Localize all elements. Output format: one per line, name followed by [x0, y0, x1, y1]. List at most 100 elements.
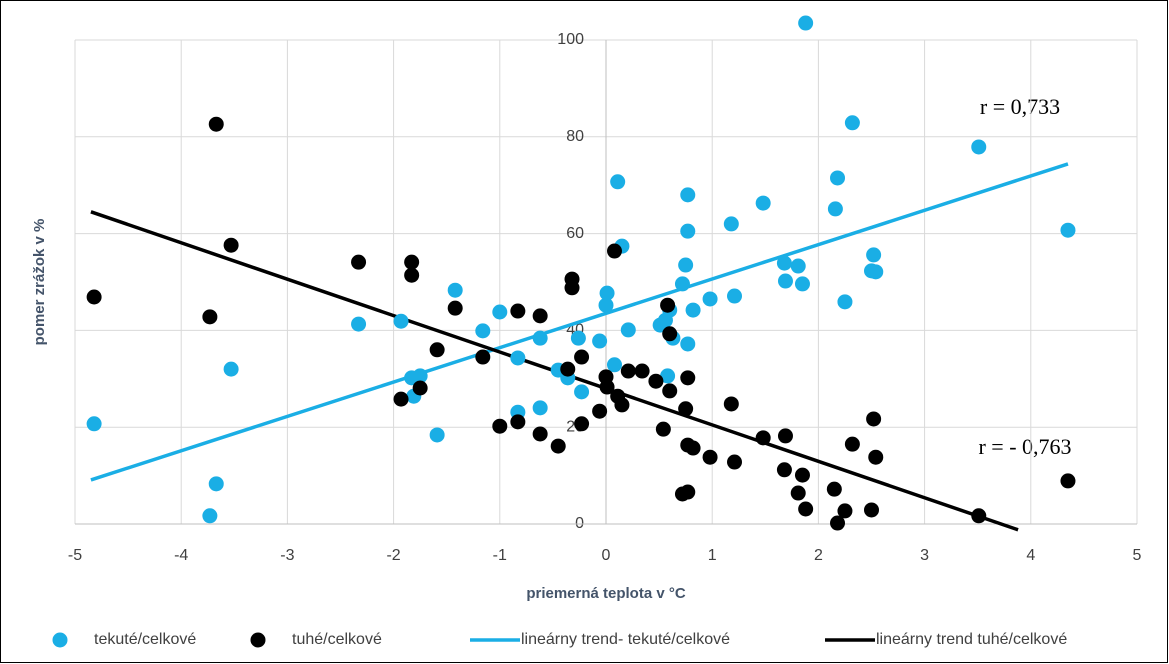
point: [971, 508, 987, 524]
point: [680, 223, 696, 239]
point: [727, 288, 743, 304]
point: [404, 254, 420, 270]
legend-label: tekuté/celkové: [94, 631, 196, 648]
point: [614, 397, 630, 413]
legend-label: lineárny trend- tekuté/celkové: [521, 631, 730, 648]
trend-line: [90, 162, 1069, 482]
point: [492, 304, 508, 320]
point: [86, 289, 102, 305]
point: [202, 309, 218, 325]
x-tick-label: -3: [280, 547, 294, 564]
point: [592, 403, 608, 419]
point: [798, 501, 814, 517]
annotation: r = 0,733: [980, 94, 1060, 119]
point: [844, 115, 860, 131]
point: [868, 449, 884, 465]
point: [827, 201, 843, 217]
point: [574, 384, 590, 400]
point: [223, 361, 239, 377]
x-tick-label: 2: [814, 547, 823, 564]
point: [844, 436, 860, 452]
point: [404, 267, 420, 283]
x-tick-label: -5: [68, 547, 82, 564]
point: [620, 322, 636, 338]
x-tick-label: -1: [493, 547, 507, 564]
point: [510, 414, 526, 430]
point: [475, 323, 491, 339]
point: [208, 116, 224, 132]
x-axis-label: priemerná teplota v °C: [526, 585, 686, 602]
point: [680, 336, 696, 352]
point: [351, 316, 367, 332]
point: [1060, 222, 1076, 238]
point: [532, 308, 548, 324]
point: [830, 515, 846, 531]
point: [685, 440, 701, 456]
point: [564, 280, 580, 296]
point: [550, 438, 566, 454]
point: [606, 357, 622, 373]
y-axis-label: pomer zrážok v %: [31, 219, 48, 346]
point: [208, 476, 224, 492]
point: [648, 373, 664, 389]
x-tick-label: 5: [1133, 547, 1142, 564]
point: [723, 396, 739, 412]
x-tick-label: 4: [1026, 547, 1035, 564]
y-tick-label: 60: [566, 225, 584, 242]
point: [755, 195, 771, 211]
point: [794, 467, 810, 483]
x-tick-label: 3: [920, 547, 929, 564]
point: [570, 330, 586, 346]
point: [837, 294, 853, 310]
point: [866, 411, 882, 427]
point: [429, 342, 445, 358]
point: [837, 503, 853, 519]
point: [755, 430, 771, 446]
point: [685, 302, 701, 318]
point: [662, 383, 678, 399]
point: [429, 427, 445, 443]
point: [532, 426, 548, 442]
x-tick-label: -4: [174, 547, 188, 564]
point: [971, 139, 987, 155]
point: [447, 300, 463, 316]
point: [412, 380, 428, 396]
y-tick-label: 100: [557, 31, 584, 48]
point: [223, 237, 239, 253]
point: [680, 484, 696, 500]
point: [574, 416, 590, 432]
point: [510, 303, 526, 319]
point: [790, 258, 806, 274]
point: [723, 216, 739, 232]
point: [790, 485, 806, 501]
point: [86, 416, 102, 432]
point: [560, 361, 576, 377]
point: [680, 187, 696, 203]
point: [634, 363, 650, 379]
point: [776, 255, 792, 271]
x-tick-label: -2: [386, 547, 400, 564]
point: [864, 502, 879, 518]
point: [727, 454, 743, 470]
point: [620, 363, 636, 379]
point: [598, 297, 614, 313]
point: [702, 449, 718, 465]
point: [599, 379, 615, 395]
point: [830, 170, 846, 186]
point: [702, 291, 718, 307]
point: [868, 264, 884, 280]
legend-label: tuhé/celkové: [292, 631, 382, 648]
point: [866, 247, 882, 263]
point: [680, 370, 696, 386]
point: [599, 285, 615, 301]
point: [492, 418, 508, 434]
point: [674, 276, 690, 292]
point: [655, 421, 671, 437]
point: [777, 273, 793, 289]
legend-key: [250, 632, 266, 648]
point: [592, 333, 608, 349]
point: [678, 401, 694, 417]
point: [826, 481, 842, 497]
